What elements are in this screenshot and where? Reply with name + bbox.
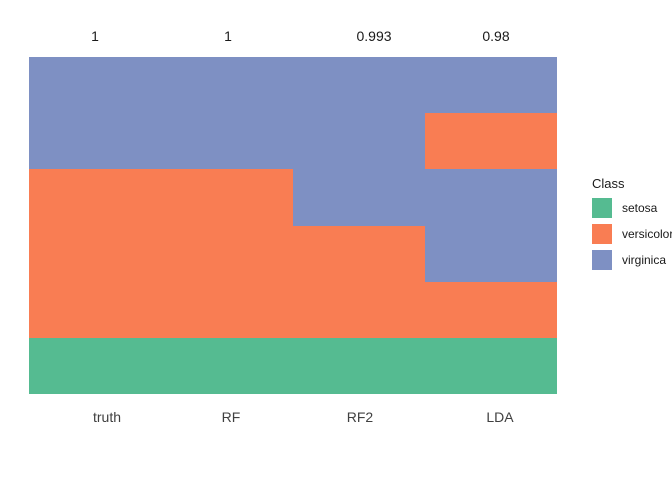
legend-label-versicolor: versicolor bbox=[622, 227, 672, 241]
column-truth bbox=[29, 57, 161, 394]
segment-versicolor bbox=[425, 113, 557, 170]
segment-setosa bbox=[29, 337, 161, 394]
segment-versicolor bbox=[293, 225, 425, 338]
legend-swatch-virginica bbox=[592, 250, 612, 270]
legend-items: setosa versicolor virginica bbox=[592, 198, 672, 270]
column-RF2 bbox=[293, 57, 425, 394]
legend-item-setosa: setosa bbox=[592, 198, 672, 218]
segment-virginica bbox=[161, 57, 293, 170]
segment-setosa bbox=[161, 337, 293, 394]
x-axis-label-RF2: RF2 bbox=[346, 409, 374, 425]
column-RF bbox=[161, 57, 293, 394]
segment-versicolor bbox=[161, 169, 293, 338]
segment-virginica bbox=[425, 169, 557, 282]
top-value-RF2: 0.993 bbox=[356, 28, 392, 44]
segment-versicolor bbox=[29, 169, 161, 338]
x-axis-label-truth: truth bbox=[92, 409, 122, 425]
top-value-RF: 1 bbox=[224, 28, 232, 44]
x-axis-label-RF: RF bbox=[221, 409, 241, 425]
legend-title: Class bbox=[592, 176, 625, 191]
segment-virginica bbox=[29, 57, 161, 170]
legend-item-versicolor: versicolor bbox=[592, 224, 672, 244]
legend-item-virginica: virginica bbox=[592, 250, 672, 270]
legend-label-setosa: setosa bbox=[622, 201, 658, 215]
top-value-truth: 1 bbox=[91, 28, 99, 44]
legend-swatch-setosa bbox=[592, 198, 612, 218]
segment-setosa bbox=[293, 337, 425, 394]
x-axis-label-LDA: LDA bbox=[486, 409, 514, 425]
legend-swatch-versicolor bbox=[592, 224, 612, 244]
legend: Class setosa versicolor virginica bbox=[592, 176, 672, 276]
segment-virginica bbox=[425, 57, 557, 114]
top-value-LDA: 0.98 bbox=[482, 28, 510, 44]
segment-virginica bbox=[293, 57, 425, 226]
column-LDA bbox=[425, 57, 557, 394]
segment-versicolor bbox=[425, 281, 557, 338]
legend-label-virginica: virginica bbox=[622, 253, 667, 267]
plot-panel bbox=[29, 57, 557, 394]
segment-setosa bbox=[425, 337, 557, 394]
